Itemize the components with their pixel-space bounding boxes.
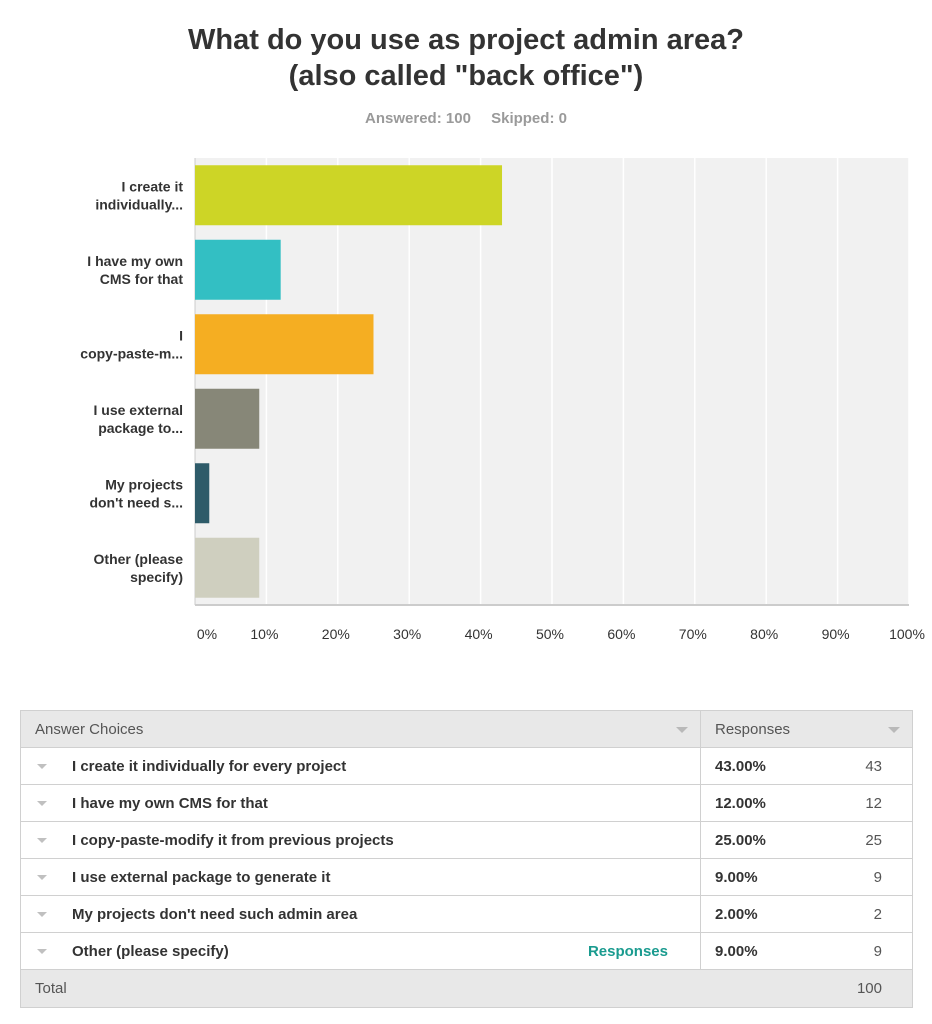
answer-choice-label: Other (please specify) xyxy=(72,942,229,960)
table-row: I copy-paste-modify it from previous pro… xyxy=(21,822,912,859)
table-row: I use external package to generate it 9.… xyxy=(21,859,912,896)
response-count: 25 xyxy=(865,831,882,849)
chart-title: What do you use as project admin area? (… xyxy=(0,22,932,94)
expand-arrow-icon[interactable] xyxy=(37,838,47,843)
response-percent: 2.00% xyxy=(715,905,758,923)
answer-choice-label: I have my own CMS for that xyxy=(72,794,268,812)
category-label: I have my own xyxy=(87,253,183,269)
sort-arrow-icon[interactable] xyxy=(888,727,900,733)
x-tick-label: 30% xyxy=(393,626,421,642)
category-labels: I create it individually... I have my own C… xyxy=(80,178,183,585)
x-tick-label: 10% xyxy=(250,626,278,642)
category-label: package to... xyxy=(98,420,183,436)
answered-count: Answered: 100 xyxy=(365,110,471,127)
chart-title-line-1: What do you use as project admin area? xyxy=(188,24,744,56)
total-count: 100 xyxy=(856,980,882,997)
table-header: Answer Choices Responses xyxy=(21,711,912,748)
answer-choice-label: I use external package to generate it xyxy=(72,868,331,886)
responses-header-label: Responses xyxy=(715,720,791,738)
response-percent: 43.00% xyxy=(715,757,766,775)
x-tick-label: 0% xyxy=(197,626,217,642)
bar[interactable] xyxy=(195,314,374,375)
answer-choice-label: I copy-paste-modify it from previous pro… xyxy=(72,831,394,849)
response-percent: 25.00% xyxy=(715,831,766,849)
category-label: don't need s... xyxy=(89,494,183,510)
response-count: 43 xyxy=(865,757,882,775)
response-count: 9 xyxy=(873,868,882,886)
chart-title-line-2: (also called "back office") xyxy=(288,60,644,92)
sort-arrow-icon[interactable] xyxy=(676,727,688,733)
category-label: My projects xyxy=(105,476,183,492)
bar[interactable] xyxy=(195,239,281,300)
response-percent: 9.00% xyxy=(715,868,758,886)
responses-header[interactable]: Responses xyxy=(701,711,912,747)
x-tick-label: 60% xyxy=(607,626,635,642)
response-percent: 9.00% xyxy=(715,942,758,960)
expand-arrow-icon[interactable] xyxy=(37,764,47,769)
category-label: specify) xyxy=(130,569,183,585)
expand-arrow-icon[interactable] xyxy=(37,912,47,917)
bar[interactable] xyxy=(195,165,503,226)
expand-arrow-icon[interactable] xyxy=(37,801,47,806)
response-count: 9 xyxy=(873,942,882,960)
response-summary: Answered: 100 Skipped: 0 xyxy=(0,110,932,127)
bar[interactable] xyxy=(195,537,260,598)
table-row: Other (please specify) Responses 9.00% 9 xyxy=(21,933,912,970)
category-label: I create it xyxy=(122,178,184,194)
other-responses-link[interactable]: Responses xyxy=(587,942,668,960)
table-row: I have my own CMS for that 12.00% 12 xyxy=(21,785,912,822)
table-row: I create it individually for every proje… xyxy=(21,748,912,785)
x-tick-label: 100% xyxy=(889,626,925,642)
total-label: Total xyxy=(35,980,67,997)
answer-choice-label: I create it individually for every proje… xyxy=(72,757,347,775)
expand-arrow-icon[interactable] xyxy=(37,949,47,954)
x-tick-label: 80% xyxy=(750,626,778,642)
x-tick-label: 70% xyxy=(679,626,707,642)
category-label: I use external xyxy=(94,402,184,418)
category-label: CMS for that xyxy=(100,271,184,287)
bar[interactable] xyxy=(195,463,210,524)
response-percent: 12.00% xyxy=(715,794,766,812)
bar[interactable] xyxy=(195,388,260,449)
bars xyxy=(195,165,503,598)
x-tick-label: 90% xyxy=(822,626,850,642)
response-count: 12 xyxy=(865,794,882,812)
bar-chart: I create it individually... I have my own C… xyxy=(80,158,925,642)
table-total-row: Total 100 xyxy=(21,970,912,1007)
responses-table: Answer Choices Responses I create it ind… xyxy=(20,710,913,1008)
expand-arrow-icon[interactable] xyxy=(37,875,47,880)
answer-choices-header-label: Answer Choices xyxy=(35,720,144,738)
category-label: individually... xyxy=(95,196,183,212)
table-row: My projects don't need such admin area 2… xyxy=(21,896,912,933)
x-tick-label: 50% xyxy=(536,626,564,642)
x-tick-label: 20% xyxy=(322,626,350,642)
x-tick-label: 40% xyxy=(465,626,493,642)
category-label: copy-paste-m... xyxy=(80,345,183,361)
category-label: I xyxy=(179,327,183,343)
category-label: Other (please xyxy=(94,551,184,567)
grid-lines xyxy=(194,158,910,606)
answer-choice-label: My projects don't need such admin area xyxy=(72,905,358,923)
answer-choices-header[interactable]: Answer Choices xyxy=(21,711,701,747)
x-axis-ticks: 0% 10% 20% 30% 40% 50% 60% 70% 80% 90% 100% xyxy=(197,626,925,642)
skipped-count: Skipped: 0 xyxy=(491,110,567,127)
response-count: 2 xyxy=(873,905,882,923)
